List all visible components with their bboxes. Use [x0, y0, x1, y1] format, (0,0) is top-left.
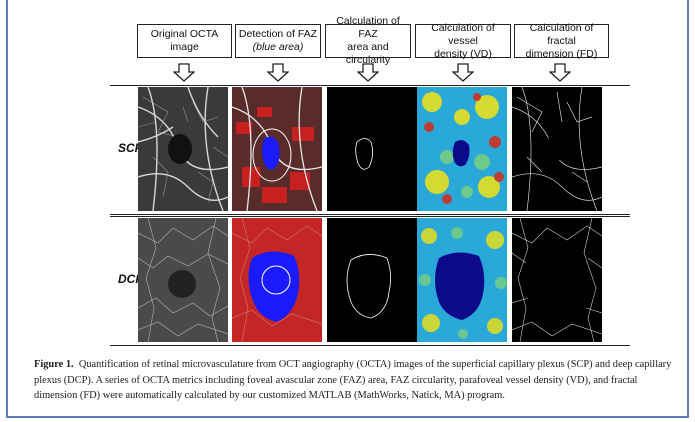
header-line1: Calculation of FAZ: [336, 15, 400, 40]
header-line1: Original OCTA image: [150, 28, 219, 53]
scp-vessel-density-image: [417, 87, 507, 211]
scp-row: [110, 85, 630, 215]
dcp-fractal-dimension-image: [512, 218, 602, 342]
dcp-faz-area-image: [327, 218, 417, 342]
scp-faz-detection-image: [232, 87, 322, 211]
dcp-original-octa-image: [138, 218, 228, 342]
dcp-faz-detection-image: [232, 218, 322, 342]
down-arrow-icon: [173, 63, 195, 82]
header-vessel-density: Calculation of vessel density (VD): [415, 21, 511, 60]
scp-faz-area-image: [327, 87, 417, 211]
caption-text: Quantification of retinal microvasculatu…: [34, 359, 672, 401]
header-fractal-dimension: Calculation of fractal dimension (FD): [514, 21, 609, 60]
header-line1: Detection of FAZ: [238, 28, 318, 40]
scp-fractal-dimension-image: [512, 87, 602, 211]
caption-prefix: Figure 1.: [34, 359, 74, 370]
down-arrow-icon: [452, 63, 474, 82]
header-faz-area: Calculation of FAZ area and circularity: [325, 15, 411, 66]
dcp-vessel-density-image: [417, 218, 507, 342]
figure-caption: Figure 1. Quantification of retinal micr…: [34, 357, 674, 404]
dcp-row: [110, 216, 630, 346]
header-original-octa: Original OCTA image: [137, 24, 232, 58]
down-arrow-icon: [357, 63, 379, 82]
header-line2: dimension (FD): [525, 47, 598, 60]
row-label-scp: SCP: [118, 141, 143, 155]
figure-frame: [6, 0, 689, 418]
row-label-dcp: DCP: [118, 272, 144, 286]
header-line1: Calculation of fractal: [529, 21, 594, 47]
down-arrow-icon: [549, 63, 571, 82]
header-faz-detection: Detection of FAZ (blue area): [235, 24, 321, 58]
header-line2: area and circularity: [345, 41, 391, 66]
header-line1: Calculation of vessel: [431, 21, 495, 47]
header-line2: density (VD): [434, 47, 492, 60]
header-line2: (blue area): [252, 41, 304, 53]
scp-original-octa-image: [138, 87, 228, 211]
down-arrow-icon: [267, 63, 289, 82]
